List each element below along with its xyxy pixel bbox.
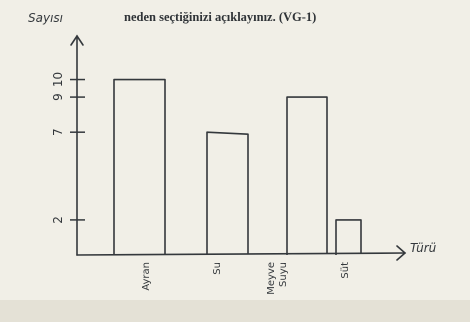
bar-1 xyxy=(113,78,166,255)
bars-group xyxy=(113,78,362,255)
bar-4 xyxy=(335,219,362,255)
bar-2 xyxy=(206,131,249,255)
category-label: Ayran xyxy=(141,262,152,291)
paper-shadow-bottom xyxy=(0,300,470,322)
x-axis-line xyxy=(76,252,406,256)
axes xyxy=(70,34,407,261)
bar-3 xyxy=(286,96,328,255)
y-tick-label: 7 xyxy=(51,128,65,136)
category-label-text: Süt xyxy=(340,262,351,279)
y-tick-label: 9 xyxy=(51,93,65,101)
printed-instruction: neden seçtiğinizi açıklayınız. (VG-1) xyxy=(124,10,316,24)
category-label-part: Meyve xyxy=(266,262,277,295)
category-label: Meyve Suyu xyxy=(266,262,289,295)
y-tick-label: 10 xyxy=(51,72,65,87)
y-axis-label: Sayısı xyxy=(28,11,63,25)
x-axis-label: Türü xyxy=(410,241,437,255)
category-label: Süt xyxy=(340,262,351,279)
y-axis-arrow xyxy=(70,34,84,46)
category-label-text: Su xyxy=(212,262,223,275)
category-label-part: Suyu xyxy=(278,262,289,287)
category-labels: Ayran Su Meyve Suyu Süt xyxy=(141,262,351,295)
x-axis-arrow xyxy=(396,245,407,261)
category-label: Su xyxy=(212,262,223,275)
y-tick-label: 2 xyxy=(51,216,65,224)
y-axis-ticks: 2 7 9 10 xyxy=(51,72,85,224)
category-label-text: Ayran xyxy=(141,262,152,291)
